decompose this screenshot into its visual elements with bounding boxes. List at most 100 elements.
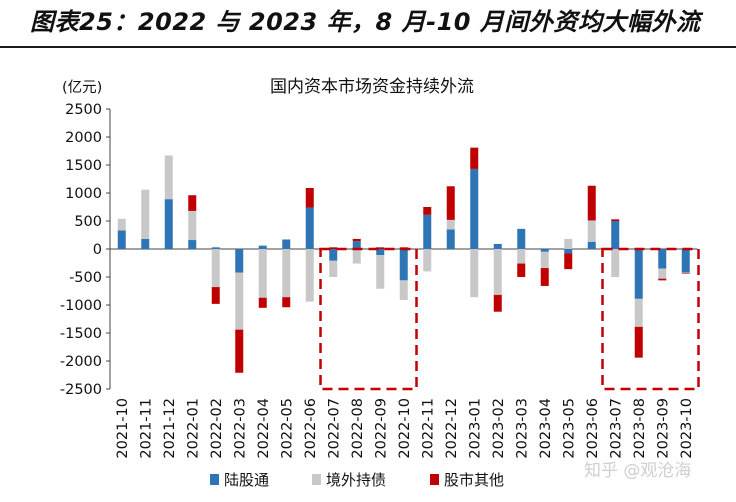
bar-segment [564, 249, 573, 254]
legend-label: 境外持债 [326, 471, 386, 489]
x-tick-label: 2022-04 [256, 398, 272, 459]
x-tick-label: 2021-11 [138, 398, 154, 459]
y-tick-label: -1000 [60, 298, 102, 314]
bar-segment [376, 249, 385, 256]
bar-segment [611, 221, 620, 249]
x-tick-label: 2023-08 [632, 398, 648, 459]
bar-segment [399, 280, 408, 300]
bar-segment [517, 263, 526, 277]
plot-area: 2500 2000 1500 1000 500 0 -500 -1000 -1500 -2000 -… [60, 102, 700, 459]
bar-segment [329, 249, 338, 261]
chart-title: 国内资本市场资金持续外流 [270, 77, 474, 97]
x-tick-label: 2022-11 [420, 398, 436, 459]
bar-segment [258, 297, 267, 308]
x-tick-label: 2022-08 [350, 398, 366, 459]
bar-segment [329, 260, 338, 277]
bar-segment [188, 210, 197, 241]
bar-segment [352, 241, 361, 249]
legend: 陆股通 境外持债 股市其他 [210, 471, 504, 489]
bar-segment [493, 243, 502, 249]
bar-segment [540, 251, 549, 269]
bar-segment [470, 147, 479, 169]
bar-segment [446, 219, 455, 230]
bar-segment [564, 238, 573, 249]
y-tick-label: 500 [74, 214, 102, 230]
bar-segment [658, 249, 667, 269]
bar-segment [681, 273, 690, 274]
y-tick-label: -2500 [60, 382, 102, 398]
legend-swatch [430, 474, 439, 485]
bar-segment [258, 245, 267, 249]
bar-segment [587, 220, 596, 242]
bar-segment [141, 238, 150, 249]
legend-label: 股市其他 [444, 471, 504, 489]
bar-segment [376, 247, 385, 249]
x-tick-label: 2022-12 [444, 398, 460, 459]
y-tick-label: -2000 [60, 354, 102, 370]
legend-swatch [210, 474, 219, 485]
bar-segment [399, 249, 408, 281]
bar-segment [235, 272, 244, 330]
watermark: 知乎 @观沧海 [584, 461, 692, 481]
bar-segment [587, 241, 596, 249]
bar-segment [282, 297, 291, 308]
highlight-box [319, 247, 418, 391]
bar-segment [423, 249, 432, 272]
bar-segment [211, 249, 220, 288]
bar-segment [376, 255, 385, 289]
bar-segment [493, 249, 502, 295]
bar-segment [423, 207, 432, 215]
x-tick-label: 2023-06 [585, 398, 601, 459]
y-tick-label: 0 [93, 242, 102, 258]
x-tick-label: 2022-06 [303, 398, 319, 459]
y-tick-label: -500 [69, 270, 102, 286]
x-tick-label: 2022-09 [373, 398, 389, 459]
x-tick-label: 2023-02 [491, 398, 507, 459]
bar-segment [517, 228, 526, 249]
x-tick-label: 2023-10 [679, 398, 695, 459]
bar-segment [282, 249, 291, 298]
bar-segment [305, 207, 314, 249]
y-tick-label: 1000 [65, 186, 102, 202]
figure-title: 图表25：2022 与 2023 年，8 月-10 月间外资均大幅外流 [30, 8, 701, 36]
x-tick-label: 2022-05 [279, 398, 295, 459]
y-tick-label: 2000 [65, 130, 102, 146]
bar-segment [446, 229, 455, 249]
x-tick-label: 2021-10 [115, 398, 131, 459]
x-tick-label: 2023-04 [538, 398, 554, 459]
y-tick-label: -1500 [60, 326, 102, 342]
x-tick-label: 2022-10 [397, 398, 413, 459]
bar-segment [188, 195, 197, 211]
legend-label: 陆股通 [224, 471, 269, 489]
x-tick-label: 2022-02 [209, 398, 225, 459]
bar-segment [305, 249, 314, 302]
bar-segment [611, 249, 620, 277]
bar-segment [658, 268, 667, 279]
x-tick-label: 2023-09 [655, 398, 671, 459]
bar-segment [493, 294, 502, 312]
bar-segment [517, 249, 526, 264]
x-tick-label: 2022-03 [232, 398, 248, 459]
bar-segment [423, 214, 432, 249]
bar-segment [258, 249, 267, 298]
bar-segment [352, 249, 361, 264]
bar-segment [141, 189, 150, 239]
y-unit-label: (亿元) [62, 79, 102, 96]
bar-segment [352, 238, 361, 242]
bar-segment [634, 298, 643, 327]
bar-segment [211, 287, 220, 304]
bar-segment [587, 185, 596, 221]
bar-segment [611, 219, 620, 221]
x-tick-label: 2023-07 [608, 398, 624, 459]
bar-segment [282, 239, 291, 249]
highlight-box [601, 247, 700, 391]
bar-segment [188, 240, 197, 249]
y-tick-label: 1500 [65, 158, 102, 174]
bar-segment [681, 249, 690, 273]
bar-segment [305, 187, 314, 208]
bar-segment [540, 249, 549, 252]
x-tick-label: 2023-01 [467, 398, 483, 459]
bar-segment [164, 199, 173, 249]
bar-segment [164, 155, 173, 200]
